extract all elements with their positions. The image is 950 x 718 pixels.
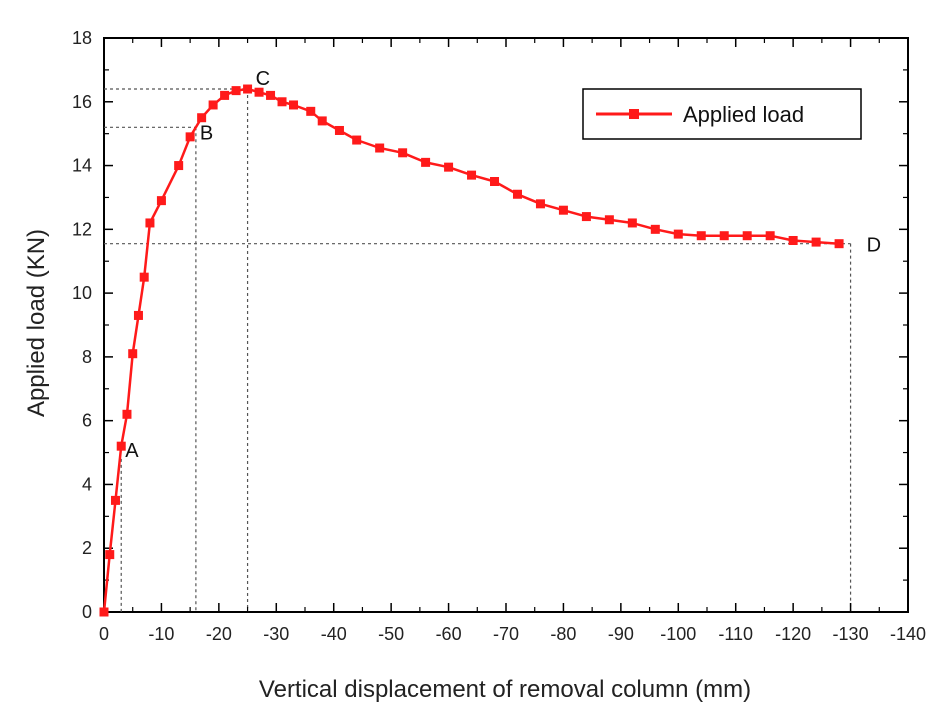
- data-point: [197, 113, 207, 123]
- data-point: [289, 100, 299, 110]
- x-tick-label: -90: [608, 624, 634, 644]
- legend-label: Applied load: [683, 102, 804, 127]
- data-point: [110, 495, 120, 505]
- x-tick-label: -130: [833, 624, 869, 644]
- x-tick-label: 0: [99, 624, 109, 644]
- y-tick-label: 8: [82, 347, 92, 367]
- x-tick-label: -40: [321, 624, 347, 644]
- y-tick-label: 4: [82, 474, 92, 494]
- reference-lines: [104, 88, 852, 612]
- data-point: [99, 607, 109, 617]
- y-axis-title: Applied load (KN): [23, 229, 50, 417]
- x-tick-label: -110: [718, 624, 753, 644]
- data-point: [834, 239, 844, 249]
- data-point: [811, 237, 821, 247]
- series-line: [102, 87, 840, 613]
- data-point: [421, 157, 431, 167]
- series-layer: [99, 84, 844, 617]
- y-tick-label: 6: [82, 411, 92, 431]
- data-point: [765, 231, 775, 241]
- x-axis-title: Vertical displacement of removal column …: [259, 676, 751, 703]
- y-tick-label: 18: [72, 28, 92, 48]
- data-point: [696, 231, 706, 241]
- data-point: [122, 409, 132, 419]
- data-point: [185, 132, 195, 142]
- point-label-d: D: [867, 235, 881, 257]
- x-tick-label: -60: [436, 624, 462, 644]
- y-tick-label: 12: [72, 219, 92, 239]
- legend: Applied load: [582, 88, 862, 140]
- data-point: [174, 161, 184, 171]
- y-axis: 0 2 4 6 8 10 12 14 16 18: [72, 28, 908, 622]
- data-point: [277, 97, 287, 107]
- data-point: [604, 215, 614, 225]
- x-tick-label: -10: [148, 624, 174, 644]
- annotations: A B C D: [125, 68, 881, 462]
- data-point: [650, 224, 660, 234]
- data-point: [105, 550, 115, 560]
- y-tick-label: 0: [82, 602, 92, 622]
- x-axis: 0 -10 -20 -30 -40 -50 -60 -70 -80 -90 -100 -110 -120…: [99, 38, 926, 644]
- data-point: [317, 116, 327, 126]
- data-point: [581, 212, 591, 222]
- data-point: [231, 86, 241, 96]
- data-point: [156, 196, 166, 206]
- data-point: [334, 125, 344, 135]
- data-point: [352, 135, 362, 145]
- data-point: [145, 218, 155, 228]
- x-tick-label: -30: [263, 624, 289, 644]
- data-point: [719, 231, 729, 241]
- data-point: [490, 177, 500, 186]
- x-tick-label: -70: [493, 624, 519, 644]
- y-tick-label: 14: [72, 156, 92, 176]
- data-point: [133, 310, 143, 320]
- data-point: [254, 87, 264, 97]
- data-point: [139, 272, 149, 282]
- point-label-c: C: [256, 68, 270, 90]
- data-point: [467, 170, 477, 180]
- point-label-a: A: [125, 440, 139, 462]
- data-point: [208, 100, 218, 110]
- x-tick-label: -100: [660, 624, 696, 644]
- data-point: [398, 148, 408, 158]
- y-tick-label: 10: [72, 283, 92, 303]
- x-tick-label: -80: [550, 624, 576, 644]
- data-point: [375, 143, 385, 153]
- data-point: [116, 441, 126, 451]
- data-point: [627, 218, 637, 228]
- data-point: [788, 235, 798, 245]
- data-point: [243, 84, 253, 94]
- data-point: [220, 90, 230, 100]
- point-label-b: B: [200, 122, 213, 144]
- data-point: [535, 199, 545, 209]
- data-point: [673, 229, 683, 239]
- x-tick-label: -20: [206, 624, 232, 644]
- data-point: [444, 162, 454, 172]
- legend-marker-swatch: [629, 109, 639, 119]
- data-point: [742, 231, 752, 241]
- data-point: [558, 205, 568, 215]
- x-tick-label: -50: [378, 624, 404, 644]
- x-tick-label: -120: [775, 624, 811, 644]
- x-tick-label: -140: [890, 624, 926, 644]
- data-point: [128, 349, 138, 359]
- data-point: [306, 106, 316, 116]
- y-tick-label: 2: [82, 538, 92, 558]
- data-point: [266, 90, 276, 100]
- data-point: [512, 189, 522, 199]
- y-tick-label: 16: [72, 92, 92, 112]
